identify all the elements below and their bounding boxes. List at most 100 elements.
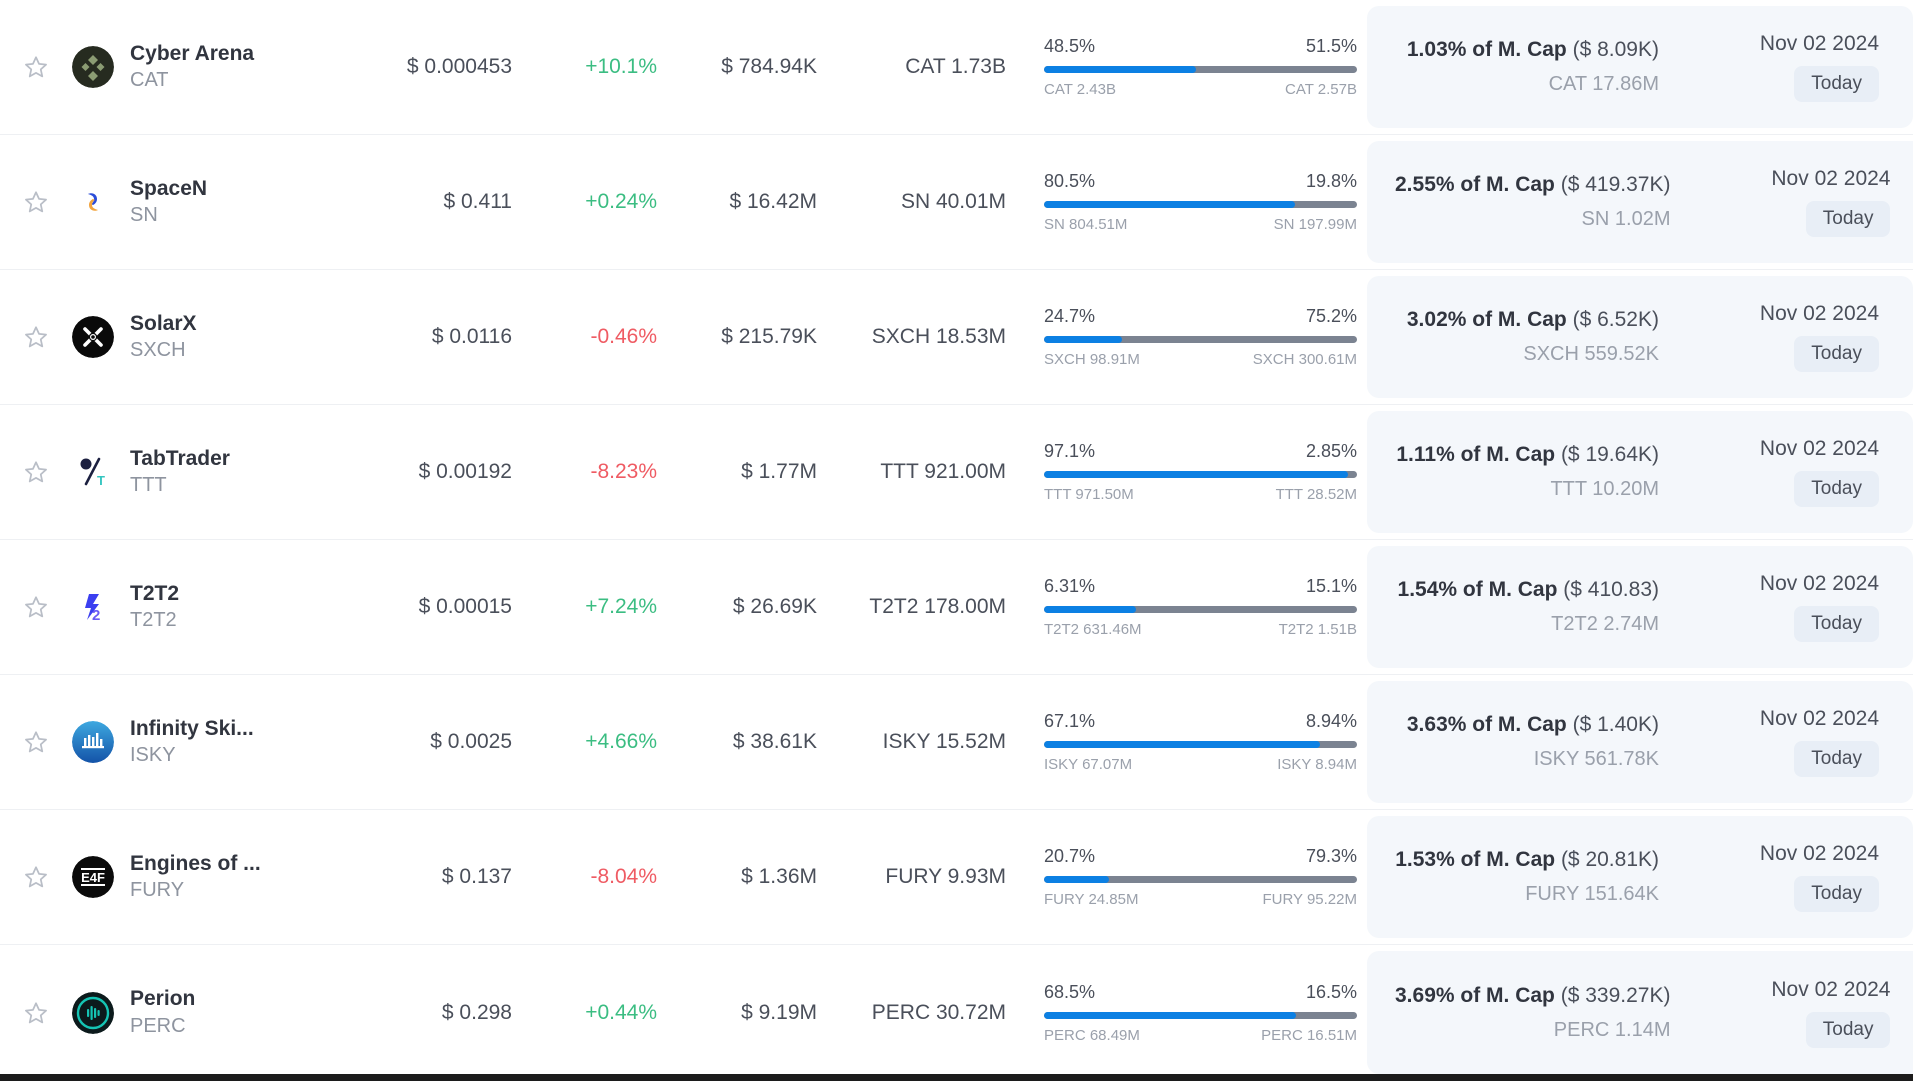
panel-date: Nov 02 2024 xyxy=(1759,842,1879,865)
panel-today-chip[interactable]: Today xyxy=(1794,741,1879,777)
panel-main: 1.54% of M. Cap ($ 410.83) T2T2 2.74M xyxy=(1395,578,1689,636)
table-row[interactable]: SolarX SXCH $ 0.0116 -0.46% $ 215.79K SX… xyxy=(0,270,1913,405)
table-row[interactable]: Infinity Ski... ISKY $ 0.0025 +4.66% $ 3… xyxy=(0,675,1913,810)
ratio-bar-track xyxy=(1044,471,1357,478)
star-outline-icon[interactable] xyxy=(23,864,49,890)
coin-cell[interactable]: SolarX SXCH xyxy=(72,270,332,404)
supply-cell: PERC 30.72M xyxy=(871,1000,1006,1024)
table-row[interactable]: Perion PERC $ 0.298 +0.44% $ 9.19M PERC … xyxy=(0,945,1913,1080)
market-cap-panel[interactable]: 1.03% of M. Cap ($ 8.09K) CAT 17.86M Nov… xyxy=(1367,6,1913,128)
coin-symbol: PERC xyxy=(130,1014,186,1037)
panel-main: 1.53% of M. Cap ($ 20.81K) FURY 151.64K xyxy=(1395,848,1689,906)
coin-cell[interactable]: SpaceN SN xyxy=(72,135,332,269)
panel-today-chip[interactable]: Today xyxy=(1794,471,1879,507)
change-percent-cell: +10.1% xyxy=(585,55,657,78)
change-percent-cell: +0.44% xyxy=(585,1000,657,1024)
market-cap-panel[interactable]: 2.55% of M. Cap ($ 419.37K) SN 1.02M Nov… xyxy=(1367,141,1913,263)
panel-market-cap-value: ($ 6.52K) xyxy=(1572,308,1659,331)
panel-today-chip[interactable]: Today xyxy=(1805,201,1891,237)
favorite-cell[interactable] xyxy=(0,405,72,539)
star-outline-icon[interactable] xyxy=(23,1000,49,1026)
ratio-percent-row: 24.7% 75.2% xyxy=(1044,306,1357,327)
panel-market-cap-percent: 1.54% xyxy=(1397,578,1458,601)
coin-name: Engines of ... xyxy=(130,851,261,875)
favorite-cell[interactable] xyxy=(0,540,72,674)
favorite-cell[interactable] xyxy=(0,0,72,134)
panel-token-amount: TTT 10.20M xyxy=(1550,478,1659,500)
market-cap-panel[interactable]: 1.54% of M. Cap ($ 410.83) T2T2 2.74M No… xyxy=(1367,546,1913,668)
favorite-cell[interactable] xyxy=(0,945,72,1080)
panel-market-cap-line: 3.02% of M. Cap ($ 6.52K) xyxy=(1407,308,1659,332)
perion-logo xyxy=(72,991,114,1034)
star-outline-icon[interactable] xyxy=(23,54,49,80)
ratio-bar-fill xyxy=(1044,876,1109,883)
ratio-right-percent: 8.94% xyxy=(1305,711,1357,731)
coin-name-block: SolarX SXCH xyxy=(130,312,197,362)
solarx-logo xyxy=(72,316,114,358)
panel-date: Nov 02 2024 xyxy=(1771,167,1891,190)
coin-cell[interactable]: E4F Engines of ... FURY xyxy=(72,810,332,944)
bottom-edge-bar xyxy=(0,1074,1913,1081)
ratio-left-percent: 80.5% xyxy=(1044,171,1096,191)
star-outline-icon[interactable] xyxy=(23,324,49,350)
panel-market-cap-percent: 3.63% xyxy=(1406,713,1467,736)
ratio-bar-fill xyxy=(1044,66,1196,73)
market-cap-panel[interactable]: 1.11% of M. Cap ($ 19.64K) TTT 10.20M No… xyxy=(1367,411,1913,533)
change-percent-cell: -8.04% xyxy=(590,865,657,888)
ratio-amount-row: SXCH 98.91M SXCH 300.61M xyxy=(1044,351,1357,368)
coin-name-block: T2T2 T2T2 xyxy=(130,582,179,632)
market-cap-panel[interactable]: 3.02% of M. Cap ($ 6.52K) SXCH 559.52K N… xyxy=(1367,276,1913,398)
buy-sell-ratio-cell: 6.31% 15.1% T2T2 631.46M T2T2 1.51B xyxy=(1032,540,1367,674)
coin-cell[interactable]: Cyber Arena CAT xyxy=(72,0,332,134)
panel-market-cap-value: ($ 8.09K) xyxy=(1572,38,1659,61)
favorite-cell[interactable] xyxy=(0,135,72,269)
panel-today-chip[interactable]: Today xyxy=(1794,606,1879,642)
coin-cell[interactable]: T TabTrader TTT xyxy=(72,405,332,539)
coin-symbol: FURY xyxy=(130,879,185,902)
ratio-left-amount: CAT 2.43B xyxy=(1044,81,1116,98)
table-row[interactable]: 2 T2T2 T2T2 $ 0.00015 +7.24% $ 26.69K T2… xyxy=(0,540,1913,675)
volume-cell: $ 784.94K xyxy=(721,55,817,78)
favorite-cell[interactable] xyxy=(0,675,72,809)
engines-of-fury-logo: E4F xyxy=(72,856,114,898)
table-row[interactable]: T TabTrader TTT $ 0.00192 -8.23% $ 1.77M… xyxy=(0,405,1913,540)
ratio-right-amount: PERC 16.51M xyxy=(1261,1026,1357,1044)
ratio-left-percent: 48.5% xyxy=(1044,36,1096,56)
coin-cell[interactable]: 2 T2T2 T2T2 xyxy=(72,540,332,674)
table-row[interactable]: Cyber Arena CAT $ 0.000453 +10.1% $ 784.… xyxy=(0,0,1913,135)
tabtrader-logo: T xyxy=(72,451,114,493)
price-cell: $ 0.411 xyxy=(443,190,512,213)
favorite-cell[interactable] xyxy=(0,270,72,404)
coin-cell[interactable]: Perion PERC xyxy=(72,945,332,1080)
market-cap-panel[interactable]: 3.69% of M. Cap ($ 339.27K) PERC 1.14M N… xyxy=(1367,951,1913,1074)
supply-cell: FURY 9.93M xyxy=(885,865,1006,888)
market-cap-panel[interactable]: 1.53% of M. Cap ($ 20.81K) FURY 151.64K … xyxy=(1367,816,1913,938)
market-cap-panel[interactable]: 3.63% of M. Cap ($ 1.40K) ISKY 561.78K N… xyxy=(1367,681,1913,803)
panel-market-cap-label: of M. Cap xyxy=(1460,173,1555,196)
coin-name: SolarX xyxy=(130,311,197,335)
coin-cell[interactable]: Infinity Ski... ISKY xyxy=(72,675,332,809)
panel-token-amount: PERC 1.14M xyxy=(1553,1018,1671,1041)
panel-market-cap-label: of M. Cap xyxy=(1472,308,1567,331)
panel-token-amount: CAT 17.86M xyxy=(1548,73,1659,95)
panel-today-chip[interactable]: Today xyxy=(1805,1011,1891,1048)
favorite-cell[interactable] xyxy=(0,810,72,944)
ratio-right-percent: 75.2% xyxy=(1305,306,1357,326)
panel-main: 1.03% of M. Cap ($ 8.09K) CAT 17.86M xyxy=(1395,38,1689,96)
table-row[interactable]: E4F Engines of ... FURY $ 0.137 -8.04% $… xyxy=(0,810,1913,945)
panel-side: Nov 02 2024 Today xyxy=(1689,572,1879,642)
star-outline-icon[interactable] xyxy=(23,189,49,215)
star-outline-icon[interactable] xyxy=(23,459,49,485)
panel-market-cap-value: ($ 20.81K) xyxy=(1560,848,1659,871)
star-outline-icon[interactable] xyxy=(23,729,49,755)
coin-name-block: Perion PERC xyxy=(130,987,195,1037)
panel-today-chip[interactable]: Today xyxy=(1794,876,1879,912)
panel-side: Nov 02 2024 Today xyxy=(1689,302,1879,372)
ratio-left-amount: SXCH 98.91M xyxy=(1044,351,1140,368)
svg-text:T: T xyxy=(97,473,105,488)
star-outline-icon[interactable] xyxy=(23,594,49,620)
ratio-percent-row: 20.7% 79.3% xyxy=(1044,846,1357,867)
panel-today-chip[interactable]: Today xyxy=(1794,336,1879,372)
panel-today-chip[interactable]: Today xyxy=(1794,66,1879,102)
table-row[interactable]: SpaceN SN $ 0.411 +0.24% $ 16.42M SN 40.… xyxy=(0,135,1913,270)
